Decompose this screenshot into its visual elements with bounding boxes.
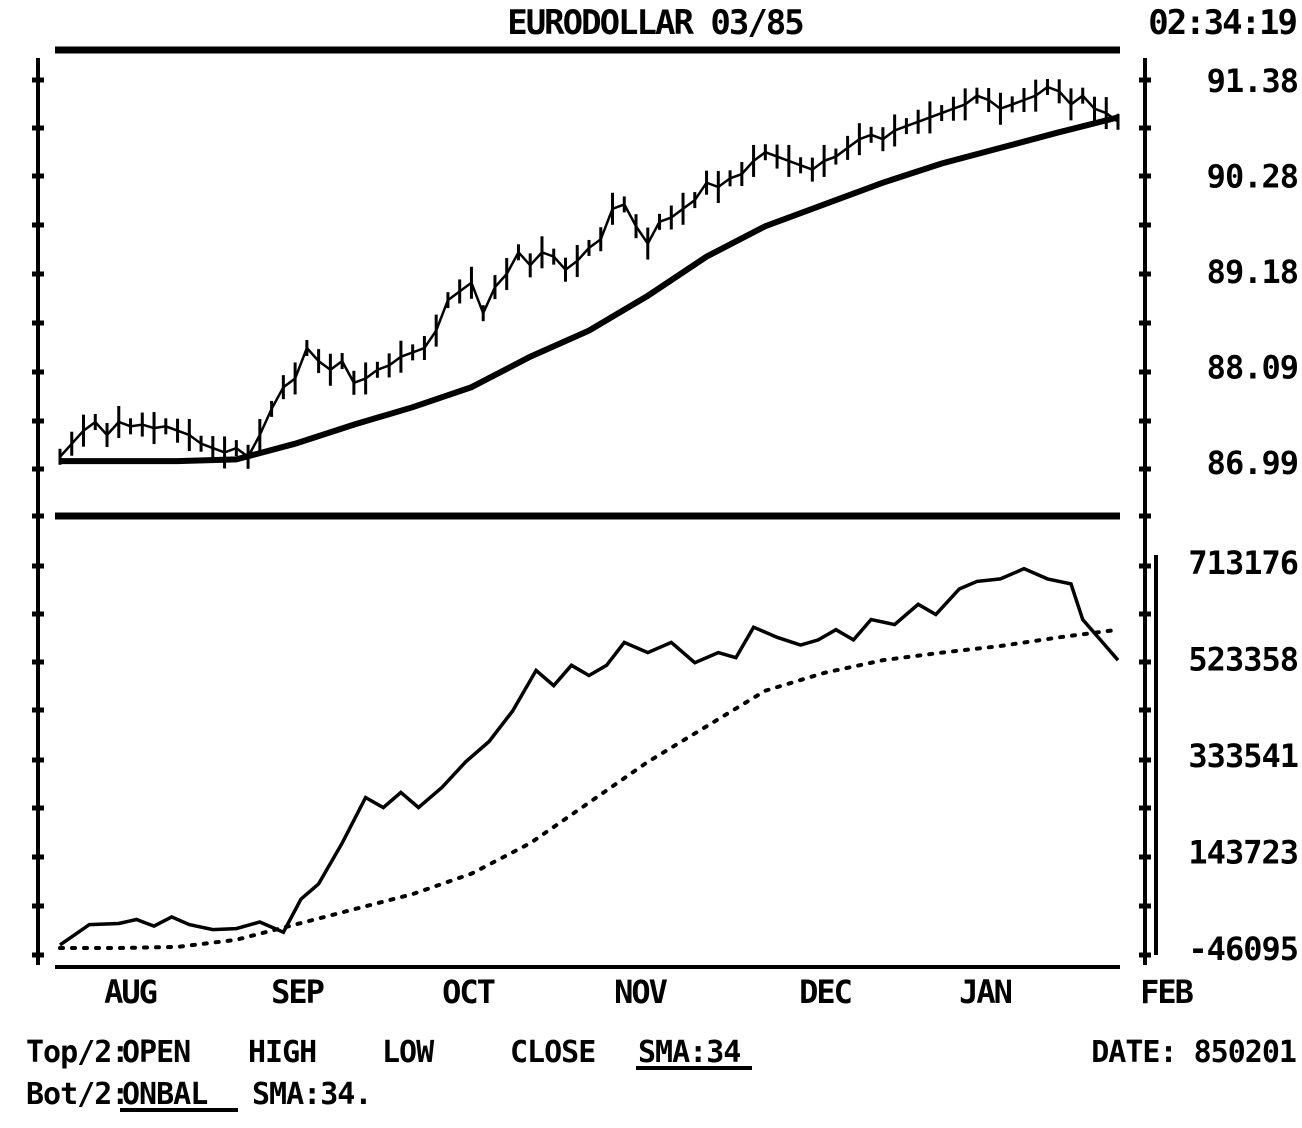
footer-legend: Top/2: OPEN HIGH LOW CLOSE SMA:34 DATE: … [26,1035,1297,1112]
top-series-sma-34 [60,114,1119,465]
axis-ticks [32,77,1151,958]
top-y-tick-label: 91.38 [1207,62,1298,100]
month-label-oct: OCT [442,973,495,1011]
bottom-y-tick-label: 523358 [1188,641,1298,679]
chart-frame [36,46,1158,969]
bottom-series-sma-34 [58,627,1120,950]
month-label-dec: DEC [799,973,851,1011]
month-label-aug: AUG [104,973,157,1011]
x-month-labels: AUG SEP OCT NOV DEC JAN FEB [104,973,1196,1011]
legend-date: DATE: 850201 [1091,1035,1296,1070]
month-label-feb: FEB [1140,973,1194,1011]
top-y-labels: 91.38 90.28 89.18 88.09 86.99 [1207,62,1299,482]
top-y-tick-label: 89.18 [1207,253,1298,291]
chart-title: EURODOLLAR 03/85 [507,3,803,43]
legend-bot-sma: SMA:34. [252,1077,371,1112]
bottom-y-labels: 713176 523358 333541 143723 -46095 [1188,544,1299,968]
top-y-tick-label: 86.99 [1207,444,1298,482]
month-label-jan: JAN [959,973,1012,1011]
legend-high: HIGH [248,1035,316,1070]
legend-onbal: ONBAL [122,1077,207,1112]
month-label-sep: SEP [271,973,324,1011]
month-label-nov: NOV [614,973,668,1011]
bottom-y-tick-label: 333541 [1188,737,1298,775]
clock-time: 02:34:19 [1148,3,1296,43]
legend-top-sma: SMA:34 [638,1035,740,1070]
bottom-y-tick-label: 143723 [1188,834,1298,872]
legend-close: CLOSE [510,1035,595,1070]
top-y-tick-label: 90.28 [1207,158,1298,196]
legend-open: OPEN [122,1035,190,1070]
bottom-y-tick-label: -46095 [1188,930,1298,968]
top-legend-prefix: Top/2: [26,1035,128,1070]
legend-low: LOW [382,1035,435,1070]
top-series-close-line [59,85,1119,459]
bottom-panel-series [58,566,1120,950]
bottom-series-onbal [59,566,1120,947]
bot-legend-prefix: Bot/2: [26,1077,128,1112]
bottom-y-tick-label: 713176 [1188,544,1298,582]
top-panel-series [58,78,1120,469]
top-y-tick-label: 88.09 [1207,349,1298,387]
